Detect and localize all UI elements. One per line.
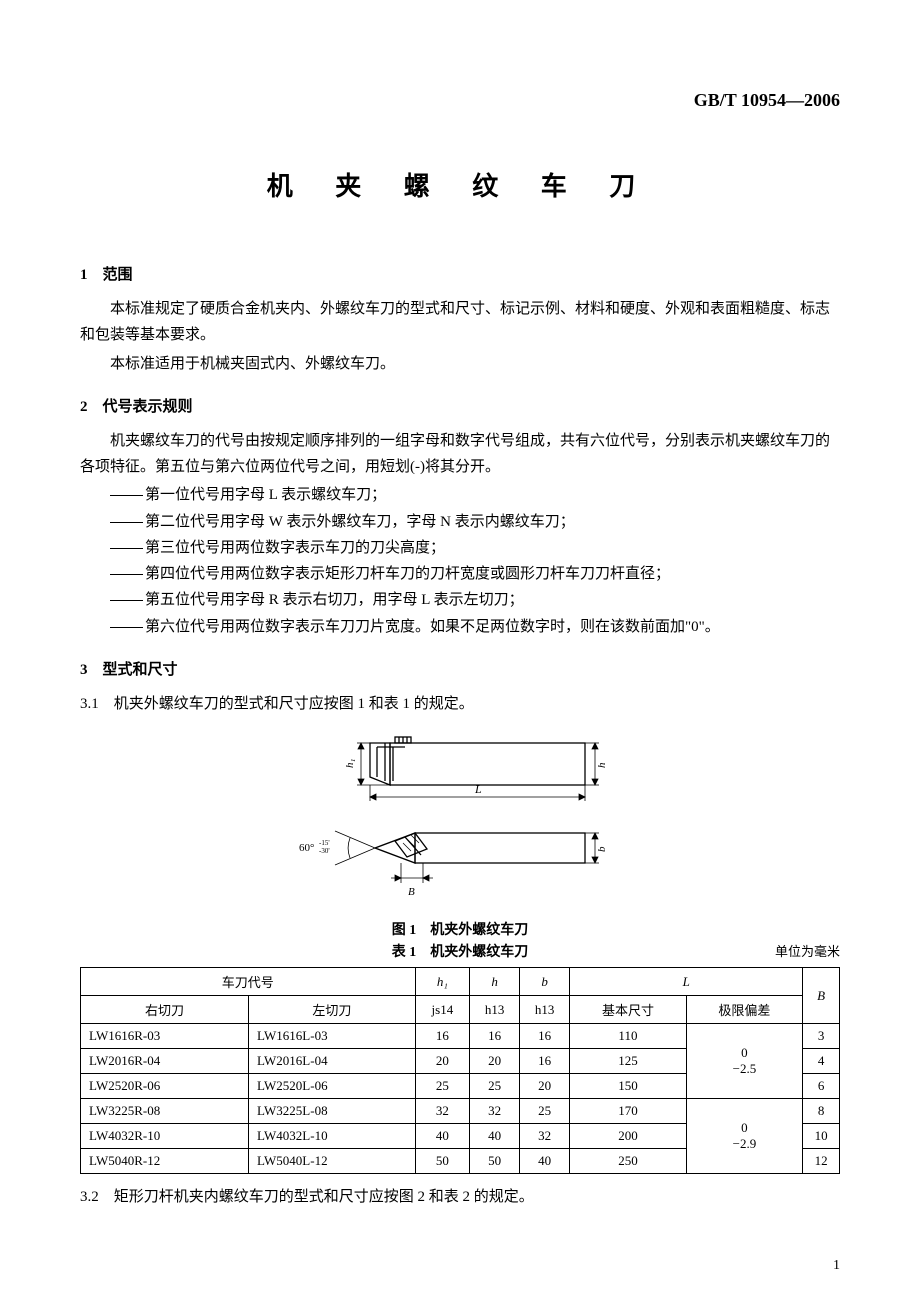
dim-b-label: b	[596, 846, 608, 852]
figure-1-caption: 图 1 机夹外螺纹车刀	[80, 919, 840, 939]
subsection-3-1: 3.1 机夹外螺纹车刀的型式和尺寸应按图 1 和表 1 的规定。	[80, 691, 840, 717]
th-L: L	[570, 968, 803, 996]
angle-tol-lower: -30'	[319, 847, 330, 855]
subsection-3-2: 3.2 矩形刀杆机夹内螺纹车刀的型式和尺寸应按图 2 和表 2 的规定。	[80, 1184, 840, 1210]
bullet-4-text: 第四位代号用两位数字表示矩形刀杆车刀的刀杆宽度或圆形刀杆车刀刀杆直径；	[145, 566, 670, 582]
th-B: B	[803, 968, 840, 1024]
th-b-tol: h13	[520, 996, 570, 1024]
th-h1-tol: js14	[415, 996, 469, 1024]
th-h1: h₁	[415, 968, 469, 996]
section-1-head: 1 范围	[80, 263, 840, 284]
table-1-body: LW1616R-03 LW1616L-03 16 16 16 110 0 −2.…	[81, 1024, 840, 1174]
bullet-3-text: 第三位代号用两位数字表示车刀的刀尖高度；	[145, 540, 445, 556]
document-title: 机 夹 螺 纹 车 刀	[80, 166, 840, 203]
section-3-head: 3 型式和尺寸	[80, 658, 840, 679]
bullet-4: 第四位代号用两位数字表示矩形刀杆车刀的刀杆宽度或圆形刀杆车刀刀杆直径；	[80, 561, 840, 587]
angle-label: 60°	[299, 842, 314, 854]
bullet-5: 第五位代号用字母 R 表示右切刀，用字母 L 表示左切刀；	[80, 587, 840, 613]
figure-1: h₁ h L	[80, 733, 840, 961]
dim-h1-label: h₁	[344, 759, 356, 769]
dev-group-1: 0 −2.5	[686, 1024, 802, 1099]
bullet-6: 第六位代号用两位数字表示车刀刀片宽度。如果不足两位数字时，则在该数前面加"0"。	[80, 614, 840, 640]
th-b: b	[520, 968, 570, 996]
table-row: LW3225R-08 LW3225L-08 32 32 25 170 0 −2.…	[81, 1099, 840, 1124]
dim-h-label: h	[596, 762, 608, 768]
page-number: 1	[833, 1258, 840, 1274]
bullet-1-text: 第一位代号用字母 L 表示螺纹车刀；	[145, 487, 386, 503]
dim-B-label: B	[408, 886, 415, 898]
th-code: 车刀代号	[81, 968, 416, 996]
bullet-6-text: 第六位代号用两位数字表示车刀刀片宽度。如果不足两位数字时，则在该数前面加"0"。	[145, 619, 720, 635]
bullet-1: 第一位代号用字母 L 表示螺纹车刀；	[80, 482, 840, 508]
section-1-para-2: 本标准适用于机械夹固式内、外螺纹车刀。	[80, 351, 840, 377]
table-1-caption: 表 1 机夹外螺纹车刀 单位为毫米	[80, 941, 840, 961]
th-L-dev: 极限偏差	[686, 996, 802, 1024]
section-1-para-1: 本标准规定了硬质合金机夹内、外螺纹车刀的型式和尺寸、标记示例、材料和硬度、外观和…	[80, 296, 840, 349]
th-left: 左切刀	[249, 996, 416, 1024]
standard-id: GB/T 10954—2006	[80, 90, 840, 111]
table-row: LW1616R-03 LW1616L-03 16 16 16 110 0 −2.…	[81, 1024, 840, 1049]
th-h-tol: h13	[470, 996, 520, 1024]
section-2-head: 2 代号表示规则	[80, 395, 840, 416]
th-L-basic: 基本尺寸	[570, 996, 686, 1024]
figure-1-svg: h₁ h L	[295, 733, 625, 908]
bullet-2: 第二位代号用字母 W 表示外螺纹车刀，字母 N 表示内螺纹车刀；	[80, 509, 840, 535]
bullet-2-text: 第二位代号用字母 W 表示外螺纹车刀，字母 N 表示内螺纹车刀；	[145, 514, 575, 530]
page: GB/T 10954—2006 机 夹 螺 纹 车 刀 1 范围 本标准规定了硬…	[0, 0, 920, 1302]
bullet-3: 第三位代号用两位数字表示车刀的刀尖高度；	[80, 535, 840, 561]
bullet-5-text: 第五位代号用字母 R 表示右切刀，用字母 L 表示左切刀；	[145, 592, 524, 608]
dim-L-label: L	[474, 782, 482, 796]
table-1-unit: 单位为毫米	[775, 941, 840, 960]
section-2-para-1: 机夹螺纹车刀的代号由按规定顺序排列的一组字母和数字代号组成，共有六位代号，分别表…	[80, 428, 840, 481]
th-h: h	[470, 968, 520, 996]
angle-tol-upper: -15'	[319, 839, 330, 847]
dev-group-2: 0 −2.9	[686, 1099, 802, 1174]
table-1-caption-text: 表 1 机夹外螺纹车刀	[392, 945, 529, 960]
th-right: 右切刀	[81, 996, 249, 1024]
table-1: 车刀代号 h₁ h b L B 右切刀 左切刀 js14 h13 h13 基本尺…	[80, 967, 840, 1174]
